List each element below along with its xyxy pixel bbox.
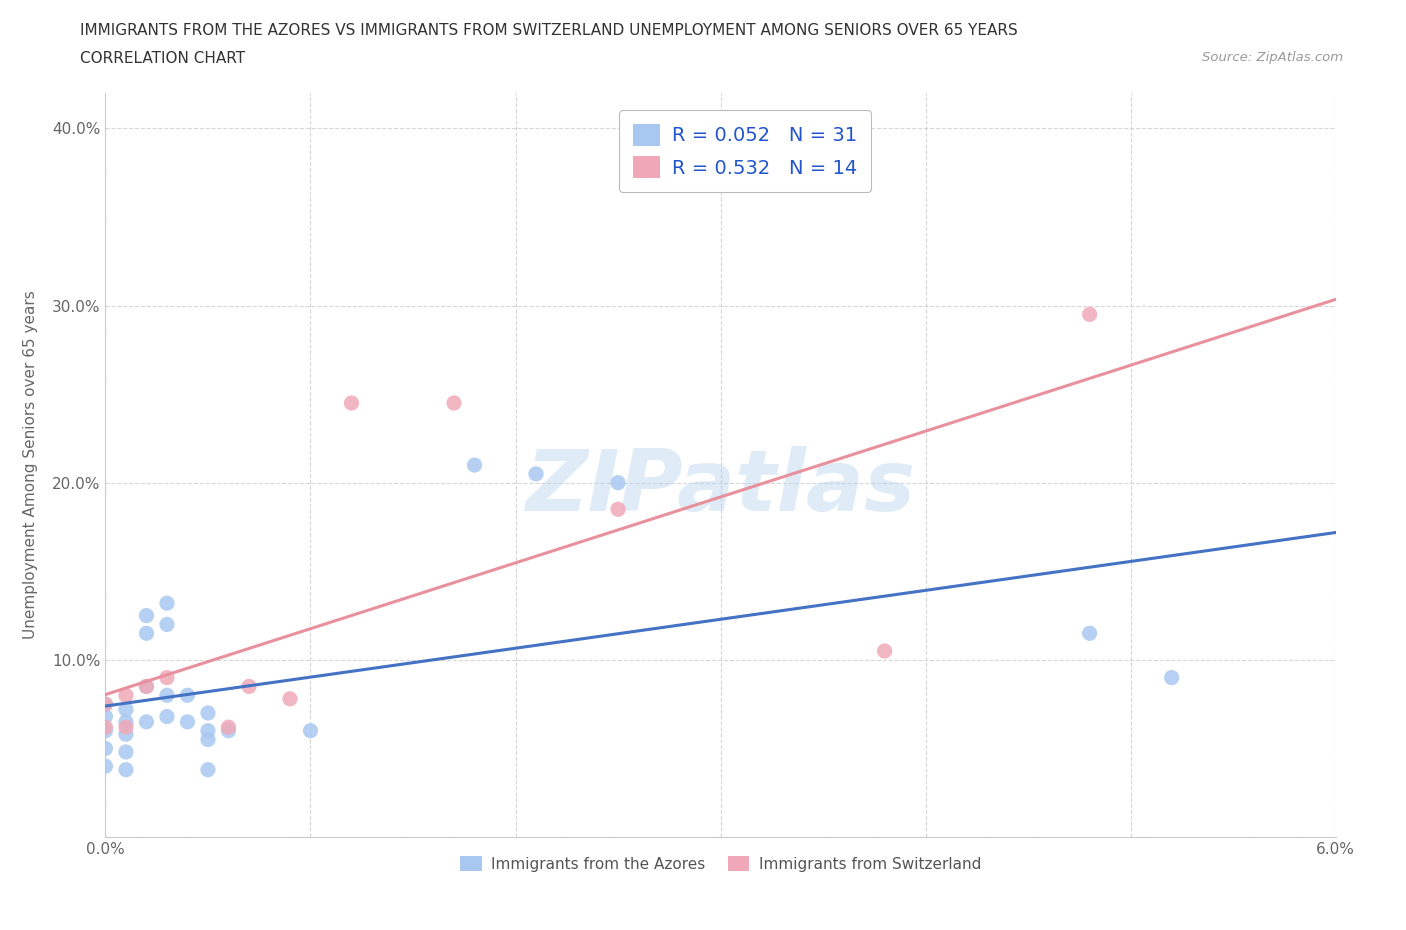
Point [135,626,157,641]
Point [115,763,138,777]
Point [94,720,117,735]
Point [94,709,117,724]
Point [278,691,301,706]
Point [94,759,117,774]
Point [607,475,630,490]
Point [197,763,219,777]
Point [94,724,117,738]
Text: IMMIGRANTS FROM THE AZORES VS IMMIGRANTS FROM SWITZERLAND UNEMPLOYMENT AMONG SEN: IMMIGRANTS FROM THE AZORES VS IMMIGRANTS… [80,23,1018,38]
Point [115,727,138,742]
Text: ZIPatlas: ZIPatlas [526,445,915,529]
Legend: Immigrants from the Azores, Immigrants from Switzerland: Immigrants from the Azores, Immigrants f… [454,849,987,878]
Point [94,697,117,711]
Point [1160,671,1182,685]
Point [1078,307,1101,322]
Point [197,724,219,738]
Point [156,671,179,685]
Point [156,709,179,724]
Point [115,702,138,717]
Point [135,679,157,694]
Text: CORRELATION CHART: CORRELATION CHART [80,51,245,66]
Point [176,688,198,703]
Point [443,395,465,410]
Point [156,617,179,631]
Point [94,697,117,711]
Point [464,458,486,472]
Point [1078,626,1101,641]
Point [115,714,138,729]
Point [115,688,138,703]
Point [197,706,219,721]
Point [176,714,198,729]
Point [340,395,363,410]
Point [299,724,322,738]
Point [156,688,179,703]
Y-axis label: Unemployment Among Seniors over 65 years: Unemployment Among Seniors over 65 years [24,291,38,640]
Point [94,741,117,756]
Point [607,502,630,517]
Point [156,596,179,611]
Point [115,745,138,760]
Point [135,608,157,623]
Point [238,679,260,694]
Text: Source: ZipAtlas.com: Source: ZipAtlas.com [1202,51,1343,64]
Point [197,732,219,747]
Point [115,720,138,735]
Point [873,644,896,658]
Point [218,724,240,738]
Point [135,679,157,694]
Point [218,720,240,735]
Point [524,467,547,482]
Point [135,714,157,729]
